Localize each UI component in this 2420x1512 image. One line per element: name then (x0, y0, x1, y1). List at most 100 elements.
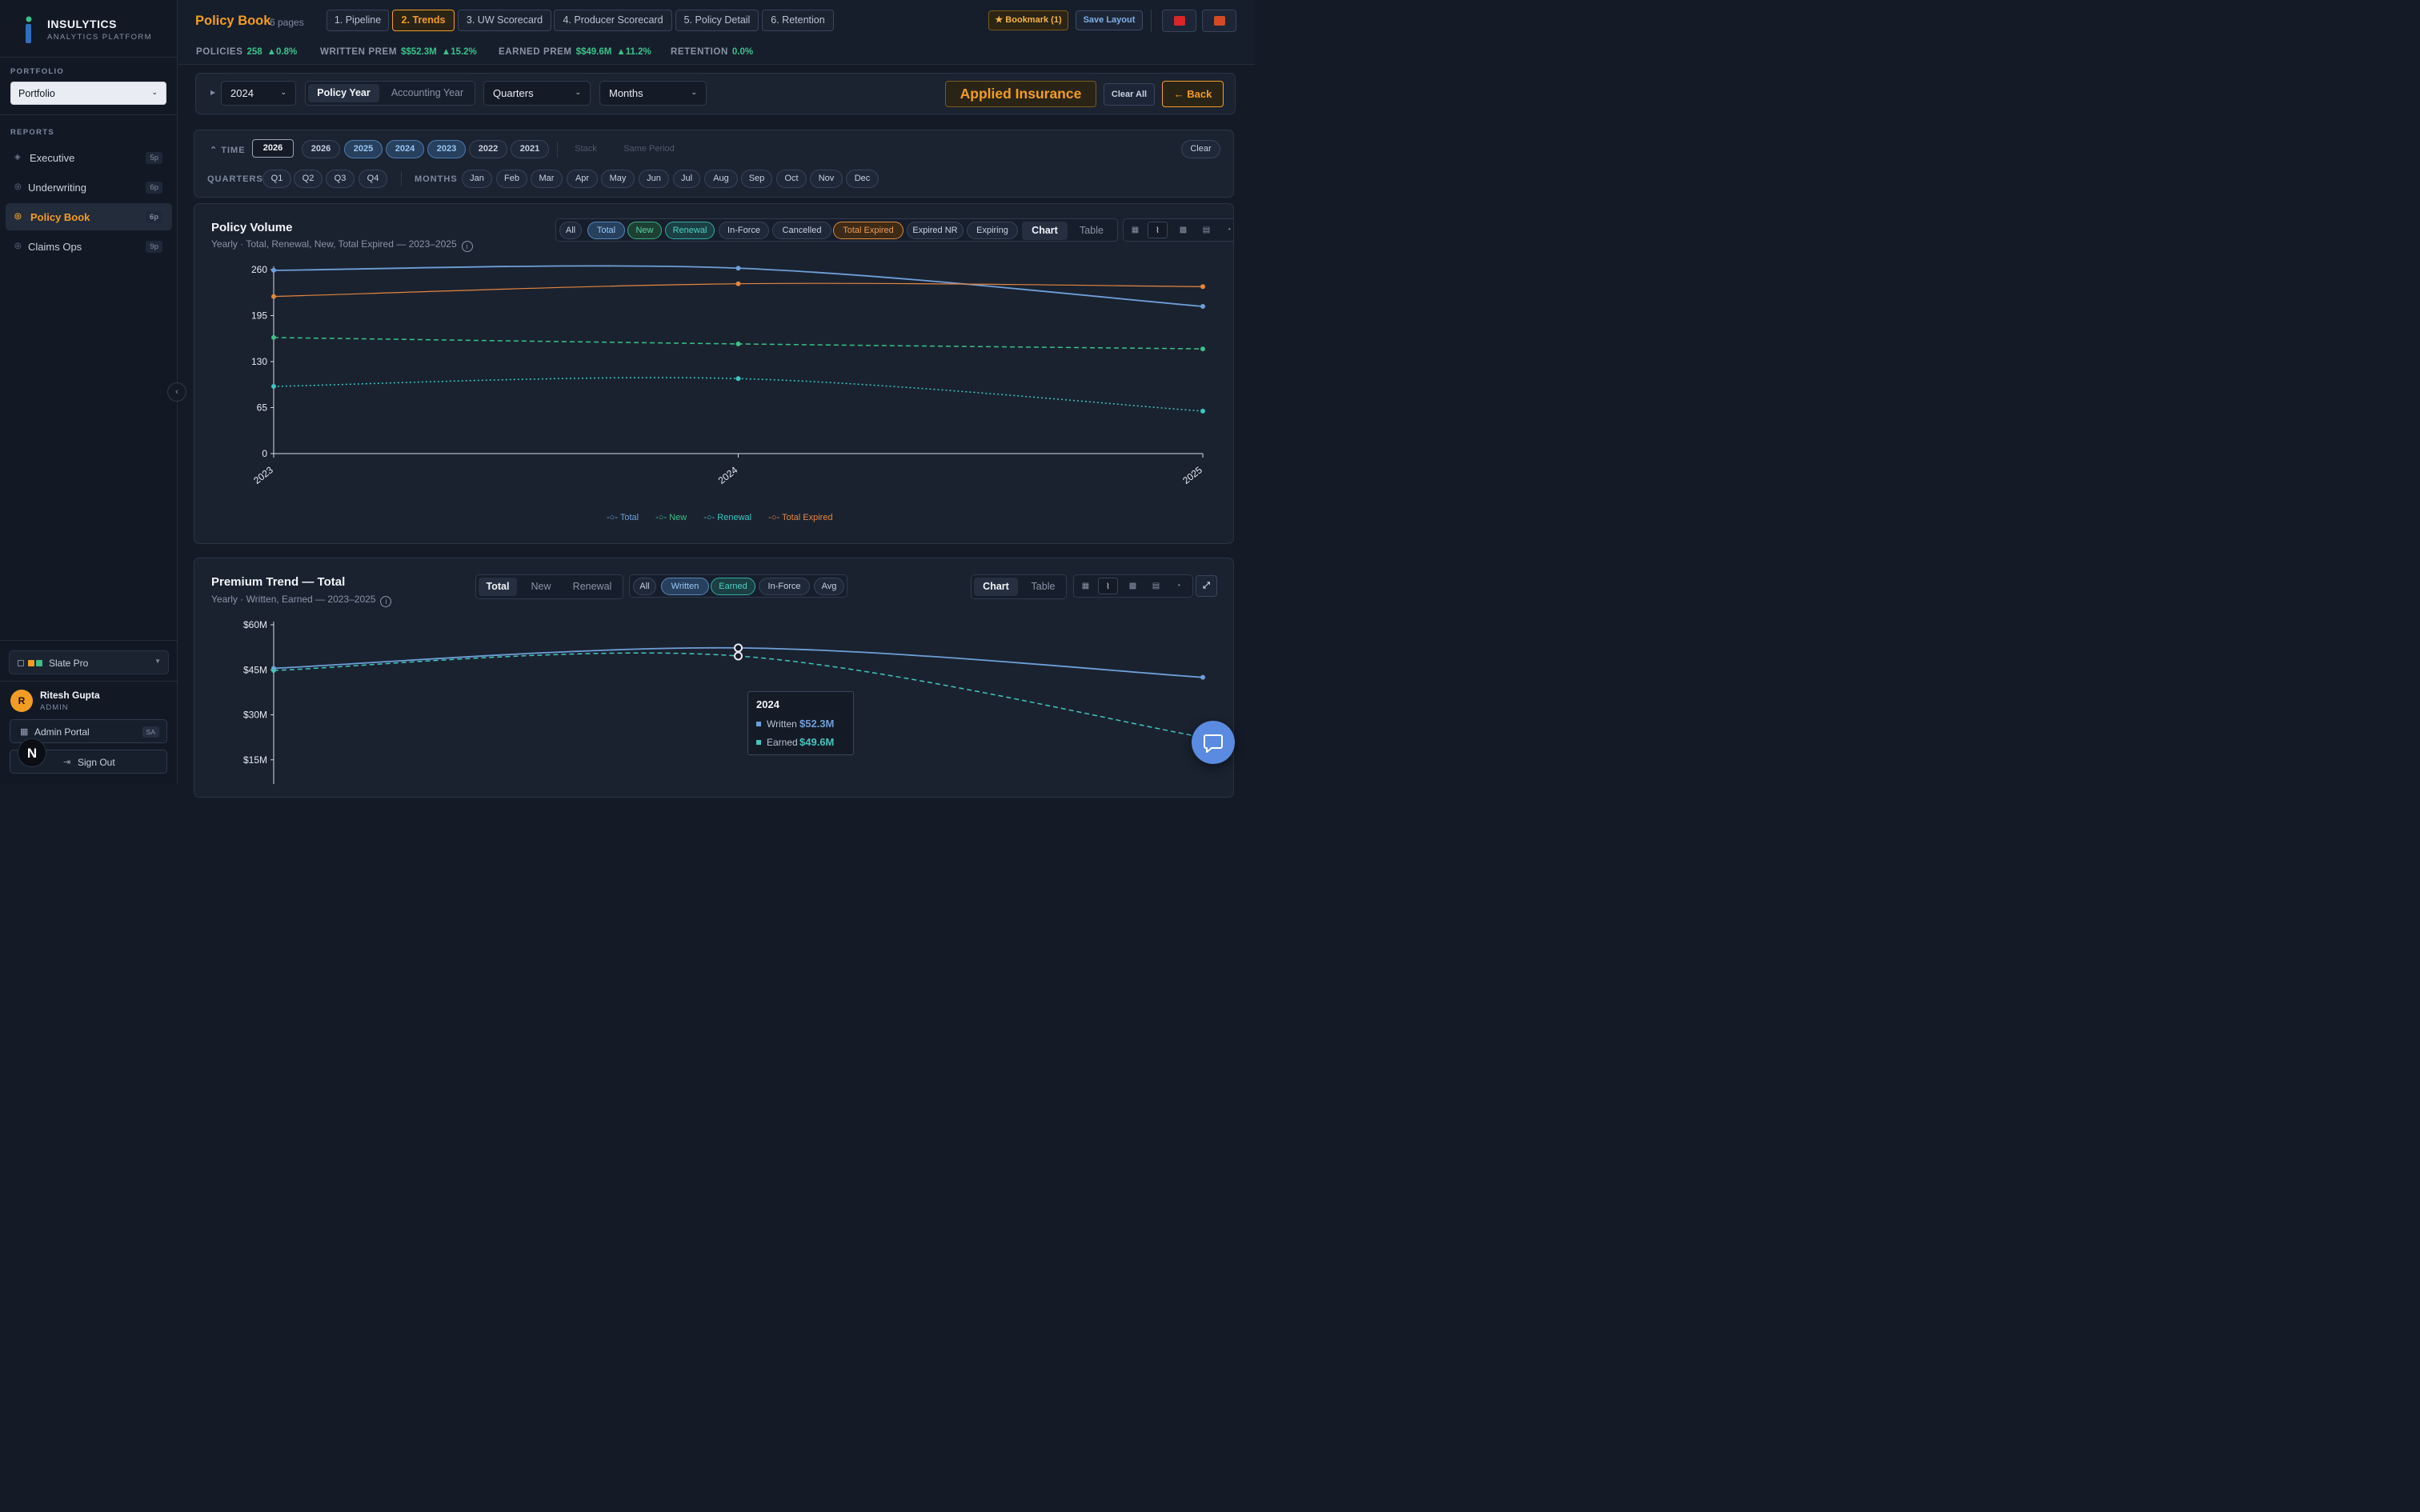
tab-policy-detail[interactable]: 5. Policy Detail (675, 10, 759, 31)
month-chip[interactable]: Mar (531, 170, 563, 188)
stacked-chart-icon[interactable]: ▤ (1202, 226, 1211, 234)
tab-retention[interactable]: 6. Retention (762, 10, 834, 31)
grid-icon: ▦ (20, 727, 29, 737)
export-pdf-button[interactable] (1162, 10, 1196, 32)
accounting-year-button[interactable]: Accounting Year (391, 87, 464, 98)
tab-pipeline[interactable]: 1. Pipeline (327, 10, 389, 31)
metric-chip-cancelled[interactable]: Cancelled (772, 222, 831, 239)
year-chip[interactable]: 2022 (469, 140, 507, 158)
clear-all-button[interactable]: Clear All (1104, 83, 1155, 106)
quarter-chip[interactable]: Q1 (262, 170, 291, 188)
kpi-policies: POLICIES 258 ▲0.8% (196, 47, 297, 57)
year-chip[interactable]: 2023 (427, 140, 466, 158)
clear-time-button[interactable]: Clear (1181, 140, 1220, 158)
bookmark-button[interactable]: ★ Bookmark (1) (988, 10, 1068, 30)
months-select[interactable]: Months ⌄ (599, 81, 707, 106)
month-chip[interactable]: Nov (810, 170, 843, 188)
month-chip[interactable]: Oct (776, 170, 807, 188)
chart-view-button[interactable]: Chart (974, 578, 1018, 596)
legend-item-total-expired[interactable]: -○- Total Expired (768, 513, 833, 522)
month-chip[interactable]: Sep (741, 170, 772, 188)
month-chip[interactable]: Dec (846, 170, 879, 188)
chat-button[interactable] (1192, 721, 1235, 764)
line-chart-icon[interactable]: ⌇ (1098, 578, 1118, 594)
segment-renewal-button[interactable]: Renewal (572, 581, 612, 592)
panel-title: Policy Volume (211, 221, 293, 234)
chevron-down-icon: ▼ (154, 658, 161, 665)
metric-chip-in-force[interactable]: In-Force (719, 222, 769, 239)
month-chip[interactable]: May (601, 170, 635, 188)
metric-chip-in-force[interactable]: In-Force (759, 578, 810, 595)
metric-chip-written[interactable]: Written (661, 578, 709, 595)
table-view-button[interactable]: Table (1031, 581, 1056, 592)
table-view-button[interactable]: Table (1080, 225, 1104, 236)
quarter-chip[interactable]: Q2 (294, 170, 323, 188)
area-chart-icon[interactable]: ▩ (1179, 226, 1188, 234)
info-icon[interactable]: i (380, 596, 392, 607)
metric-chip-all[interactable]: All (633, 578, 656, 595)
year-chip[interactable]: 2024 (386, 140, 424, 158)
collapse-sidebar-button[interactable]: ‹ (167, 382, 186, 402)
sidebar-item-underwriting[interactable]: ◎ Underwriting 6p (6, 174, 172, 201)
portfolio-select[interactable]: Portfolio ⌄ (10, 82, 166, 105)
metric-chip-total[interactable]: Total (587, 222, 625, 239)
month-chip[interactable]: Aug (704, 170, 738, 188)
theme-select[interactable]: Slate Pro ▼ (9, 650, 169, 674)
n-badge-icon[interactable]: N (18, 738, 46, 767)
kpi-change: ▲15.2% (441, 47, 477, 57)
app-root: INSULYTICS ANALYTICS PLATFORM PORTFOLIO … (0, 0, 1255, 798)
line-chart-icon[interactable]: ⌇ (1148, 222, 1168, 238)
export-ppt-button[interactable] (1202, 10, 1236, 32)
metric-chip-all[interactable]: All (559, 222, 582, 239)
tab-uw-scorecard[interactable]: 3. UW Scorecard (458, 10, 551, 31)
year-chip[interactable]: 2025 (344, 140, 383, 158)
bar-chart-icon[interactable]: ▦ (1131, 226, 1140, 234)
metric-chip-expired-nr[interactable]: Expired NR (907, 222, 964, 239)
same-period-button[interactable]: Same Period (623, 144, 675, 154)
year-chip[interactable]: 2026 (302, 140, 340, 158)
pie-chart-icon[interactable]: ◔ (1226, 226, 1232, 234)
brand-subtitle: ANALYTICS PLATFORM (47, 33, 152, 42)
area-chart-icon[interactable]: ▩ (1128, 582, 1137, 590)
metric-chip-expiring[interactable]: Expiring (967, 222, 1018, 239)
sidebar-item-executive[interactable]: ◈ Executive 5p (6, 144, 172, 171)
metric-chip-renewal[interactable]: Renewal (665, 222, 715, 239)
quarters-select[interactable]: Quarters ⌄ (483, 81, 591, 106)
expand-caret-icon[interactable]: ▶ (210, 89, 216, 96)
pie-chart-icon[interactable]: ◔ (1176, 582, 1181, 590)
stacked-chart-icon[interactable]: ▤ (1152, 582, 1160, 590)
sidebar-item-policy-book[interactable]: ◎ Policy Book 6p (6, 203, 172, 230)
policy-year-button[interactable]: Policy Year (308, 84, 379, 102)
stack-button[interactable]: Stack (575, 144, 597, 154)
legend-item-total[interactable]: -○- Total (607, 513, 639, 522)
time-label[interactable]: ⌃ TIME (210, 145, 246, 155)
bar-chart-icon[interactable]: ▦ (1081, 582, 1090, 590)
save-layout-button[interactable]: Save Layout (1076, 10, 1143, 30)
month-chip[interactable]: Jan (462, 170, 492, 188)
year-chip[interactable]: 2021 (511, 140, 549, 158)
quarter-chip[interactable]: Q4 (359, 170, 387, 188)
metric-chip-total-expired[interactable]: Total Expired (833, 222, 903, 239)
chart-view-button[interactable]: Chart (1022, 222, 1068, 240)
segment-total-button[interactable]: Total (479, 578, 517, 596)
metric-chip-earned[interactable]: Earned (711, 578, 755, 595)
tab-producer-scorecard[interactable]: 4. Producer Scorecard (554, 10, 672, 31)
back-button[interactable]: ← Back (1162, 81, 1224, 107)
segment-new-button[interactable]: New (531, 581, 551, 592)
metric-chip-new[interactable]: New (627, 222, 662, 239)
month-chip[interactable]: Jun (639, 170, 669, 188)
year-select[interactable]: 2024 ⌄ (221, 81, 296, 106)
month-chip[interactable]: Jul (673, 170, 700, 188)
legend-item-new[interactable]: -○- New (655, 513, 687, 522)
year-chip[interactable]: 2026 (252, 139, 294, 158)
info-icon[interactable]: i (461, 241, 473, 252)
expand-icon[interactable]: ⤢ (1196, 575, 1217, 597)
chart-legend: -○- Total -○- New -○- Renewal -○- Total … (607, 513, 847, 522)
month-chip[interactable]: Feb (496, 170, 527, 188)
month-chip[interactable]: Apr (567, 170, 598, 188)
metric-chip-avg[interactable]: Avg (814, 578, 844, 595)
sidebar-item-claims-ops[interactable]: ◎ Claims Ops 9p (6, 233, 172, 260)
legend-item-renewal[interactable]: -○- Renewal (703, 513, 752, 522)
tab-trends[interactable]: 2. Trends (392, 10, 455, 31)
quarter-chip[interactable]: Q3 (326, 170, 355, 188)
